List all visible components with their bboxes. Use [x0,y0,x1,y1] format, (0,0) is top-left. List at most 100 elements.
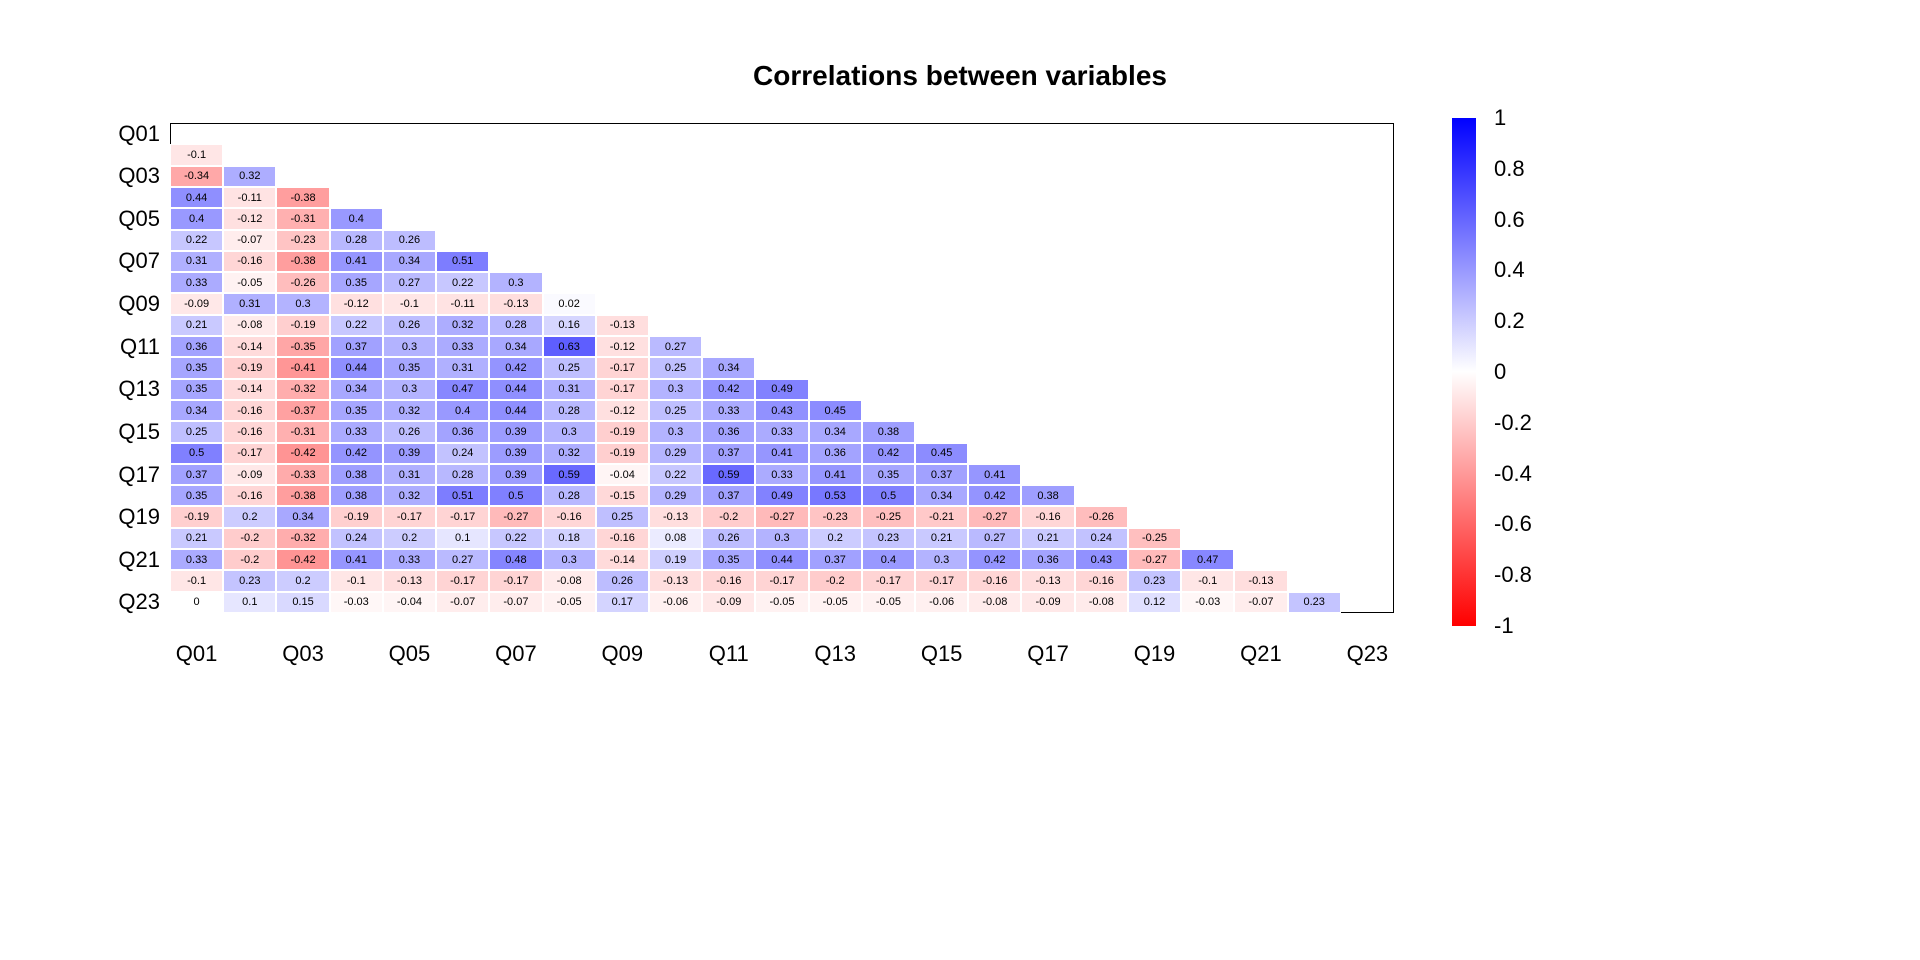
heatmap-cell: 0.36 [702,421,755,442]
heatmap-cell: 0.33 [383,549,436,570]
heatmap-cell: -0.13 [649,570,702,591]
heatmap-cell: -0.04 [383,592,436,613]
heatmap-cell: 0.1 [223,592,276,613]
heatmap-cell: -0.03 [330,592,383,613]
heatmap-cell: 0.44 [489,379,542,400]
heatmap-cell: 0.36 [170,336,223,357]
heatmap-cell: -0.17 [383,506,436,527]
heatmap-cell: -0.17 [223,443,276,464]
heatmap-cell: 0.44 [489,400,542,421]
heatmap-cell: 0.31 [543,379,596,400]
heatmap-cell: -0.2 [223,549,276,570]
heatmap-cell: -0.14 [223,379,276,400]
heatmap-cell: 0.34 [702,357,755,378]
colorbar-tick-label: -0.2 [1494,410,1532,436]
heatmap-cell: -0.09 [702,592,755,613]
heatmap-cell: -0.12 [223,208,276,229]
heatmap-cell: 0.34 [915,485,968,506]
heatmap-cell: 0.36 [809,443,862,464]
heatmap-cell: 0.3 [383,336,436,357]
heatmap-cell: -0.25 [1128,528,1181,549]
heatmap-cell: 0.49 [755,379,808,400]
heatmap-cell: 0.31 [383,464,436,485]
heatmap-cell: 0.3 [543,549,596,570]
heatmap-cell: 0.51 [436,251,489,272]
heatmap-cell: 0.42 [968,485,1021,506]
heatmap-cell: 0.22 [649,464,702,485]
heatmap-cell: 0.21 [915,528,968,549]
heatmap-cell: -0.17 [596,379,649,400]
heatmap-cell: -0.27 [489,506,542,527]
heatmap-cell: -0.16 [223,251,276,272]
heatmap-cell: 0.32 [223,166,276,187]
heatmap-cell: 0.24 [436,443,489,464]
heatmap-cell: 0.08 [649,528,702,549]
heatmap-cell: 0.31 [170,251,223,272]
heatmap-cell: 0.35 [383,357,436,378]
heatmap-cell: 0.27 [383,272,436,293]
heatmap-cell: 0.25 [596,506,649,527]
y-axis-label: Q09 [90,291,160,317]
heatmap-cell: 0.33 [755,421,808,442]
heatmap-cell: 0.21 [1021,528,1074,549]
heatmap-cell: -0.03 [1181,592,1234,613]
y-axis-label: Q13 [90,376,160,402]
heatmap-cell: 0.21 [170,528,223,549]
heatmap-cell: 0.3 [276,293,329,314]
heatmap-cell: -0.27 [755,506,808,527]
y-axis-label: Q17 [90,462,160,488]
heatmap-cell: 0.33 [702,400,755,421]
heatmap-cell: 0.3 [383,379,436,400]
x-axis-label: Q13 [782,641,888,667]
colorbar-tick-label: 0 [1494,359,1506,385]
heatmap-cell: 0.39 [489,421,542,442]
heatmap-cell: -0.14 [596,549,649,570]
heatmap-cell: -0.16 [223,400,276,421]
heatmap-cell: 0.37 [915,464,968,485]
heatmap-cell: 0.28 [489,315,542,336]
heatmap-cell: -0.09 [170,293,223,314]
heatmap-cell: -0.23 [809,506,862,527]
heatmap-cell: -0.08 [1075,592,1128,613]
colorbar-gradient [1452,118,1476,626]
heatmap-cell: -0.09 [1021,592,1074,613]
heatmap-cell: 0.29 [649,485,702,506]
heatmap-cell: -0.05 [809,592,862,613]
heatmap-cell: 0.4 [330,208,383,229]
heatmap-cell: -0.11 [436,293,489,314]
heatmap-cell: 0.33 [170,272,223,293]
heatmap-cell: 0.32 [383,485,436,506]
heatmap-cell: -0.08 [968,592,1021,613]
heatmap-cell: -0.14 [223,336,276,357]
heatmap-cell: -0.09 [223,464,276,485]
heatmap-cell: 0.34 [809,421,862,442]
heatmap-cell: 0.33 [170,549,223,570]
heatmap-cell: 0.32 [543,443,596,464]
x-axis-label: Q21 [1208,641,1314,667]
heatmap-cell: -0.23 [276,230,329,251]
y-axis-label: Q05 [90,206,160,232]
heatmap-cell: 0.3 [649,379,702,400]
heatmap-cell: 0.21 [170,315,223,336]
heatmap-cell: 0.28 [543,400,596,421]
colorbar [1452,118,1476,626]
heatmap-cell: 0.2 [383,528,436,549]
x-axis-label: Q05 [356,641,462,667]
heatmap-cell: 0.38 [862,421,915,442]
heatmap-cell: 0.5 [489,485,542,506]
heatmap-cell: -0.17 [489,570,542,591]
heatmap-cell: 0.45 [809,400,862,421]
heatmap-cell: 0.3 [755,528,808,549]
heatmap-cell: 0.18 [543,528,596,549]
heatmap-cell: -0.05 [223,272,276,293]
heatmap-cell: 0.37 [170,464,223,485]
heatmap-cell: 0.22 [170,230,223,251]
heatmap-cell: 0.22 [330,315,383,336]
heatmap-cell: -0.19 [330,506,383,527]
heatmap-cell: -0.13 [649,506,702,527]
heatmap-cell: -0.21 [915,506,968,527]
heatmap-cell: 0.35 [330,272,383,293]
heatmap-cell: 0.26 [596,570,649,591]
heatmap-cell: 0.28 [543,485,596,506]
heatmap-cell: -0.05 [543,592,596,613]
